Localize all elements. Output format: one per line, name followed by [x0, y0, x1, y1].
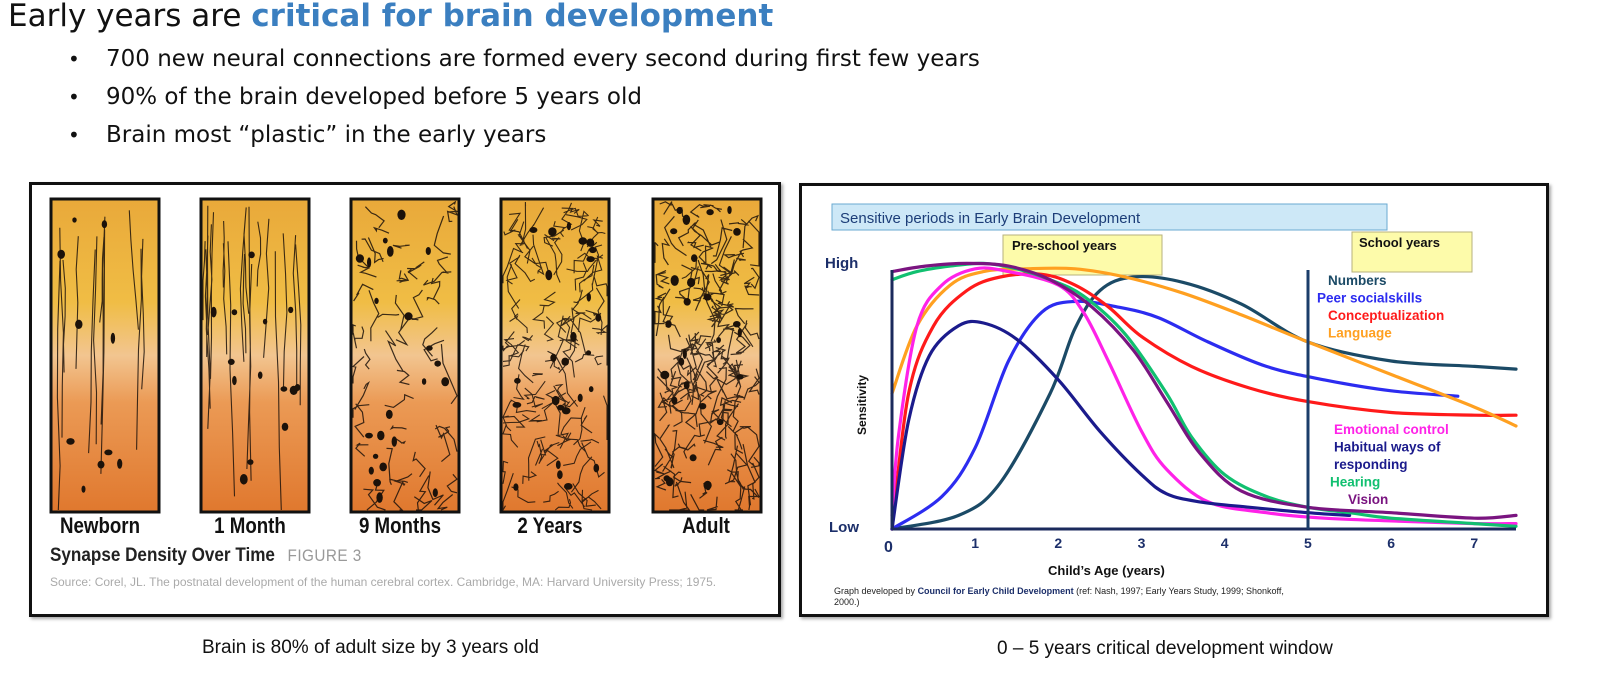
legend-entry: Numbers — [1328, 273, 1387, 288]
y-axis-label: Sensitivity — [855, 375, 869, 435]
legend-entry: responding — [1334, 457, 1408, 472]
series-line-peer-socialskills — [890, 299, 1460, 531]
chart-title-box — [831, 203, 1388, 231]
series-line-emotional-control — [890, 266, 1518, 526]
sensitivity-chart: Sensitive periods in Early Brain Develop… — [825, 203, 1518, 607]
legend-entry: Emotional control — [1334, 422, 1449, 437]
school-annotation-box — [1351, 231, 1473, 273]
x-tick-label: 7 — [1470, 535, 1478, 551]
legend-entry: Habitual ways of — [1334, 440, 1441, 455]
series-line-conceptualization — [890, 272, 1518, 531]
series-line-habitual-ways-of-responding — [890, 319, 1352, 531]
y-tick-high: High — [825, 255, 858, 272]
preschool-annotation: Pre-school years — [1012, 238, 1117, 253]
synapse-column — [499, 197, 611, 514]
title-highlight: critical for brain development — [251, 0, 774, 34]
school-annotation: School years — [1359, 235, 1440, 250]
legend-entry: Conceptualization — [1328, 308, 1444, 323]
x-tick-layer: 0 1 2 3 4 5 6 7 — [884, 535, 1478, 556]
synapse-subtitle: Synapse Density Over Time — [50, 545, 275, 566]
synapse-column — [651, 197, 763, 514]
x-tick-label: 2 — [1054, 535, 1062, 551]
synapse-figure-panel: Newborn 1 Month 9 Months 2 Years Adult S… — [29, 182, 781, 617]
legend-entry: Vision — [1348, 492, 1388, 507]
x-axis-label: Child’s Age (years) — [1048, 563, 1165, 578]
graph-credit: Graph developed by Council for Early Chi… — [834, 586, 1284, 596]
column-label-9-months: 9 Months — [358, 513, 442, 538]
column-label-newborn: Newborn — [59, 513, 141, 538]
x-tick-label: 4 — [1221, 535, 1229, 551]
x-tick-label: 5 — [1304, 535, 1312, 551]
series-line-vision — [890, 261, 1518, 520]
bullet-item: 90% of the brain developed before 5 year… — [68, 78, 980, 116]
synapse-column — [349, 197, 461, 514]
legend-top: Numbers Peer socialskills Conceptualizatio… — [1317, 273, 1444, 341]
synapse-title: Synapse Density Over Time FIGURE 3 — [50, 545, 362, 567]
source-citation: Source: Corel, JL. The postnatal develop… — [50, 575, 717, 589]
series-line-numbers — [890, 275, 1518, 531]
right-caption: 0 – 5 years critical development window — [997, 638, 1333, 659]
legend-entry: Peer socialskills — [1317, 291, 1422, 306]
column-label-2-years: 2 Years — [517, 513, 583, 538]
credit-prefix: Graph developed by — [834, 586, 918, 596]
x-tick-label: 1 — [971, 535, 979, 551]
x-tick-label: 3 — [1138, 535, 1146, 551]
x-tick-label: 6 — [1387, 535, 1395, 551]
synapse-illustration — [49, 197, 763, 514]
figure-label: FIGURE 3 — [287, 546, 362, 565]
synapse-column — [199, 197, 311, 514]
series-layer — [890, 261, 1518, 531]
bullet-item: 700 new neural connections are formed ev… — [68, 40, 980, 78]
column-label-1-month: 1 Month — [214, 513, 286, 538]
title-prefix: Early years are — [8, 0, 252, 34]
left-caption: Brain is 80% of adult size by 3 years ol… — [202, 637, 539, 658]
y-tick-low: Low — [829, 519, 859, 536]
x-tick-label: 0 — [884, 539, 893, 556]
credit-org: Council for Early Child Development — [918, 586, 1074, 596]
bullet-list: 700 new neural connections are formed ev… — [68, 40, 980, 154]
graph-credit-line2: 2000.) — [834, 597, 860, 607]
bullet-item: Brain most “plastic” in the early years — [68, 116, 980, 154]
legend-bottom: Emotional control Habitual ways of respond… — [1330, 422, 1449, 507]
credit-refs: (ref: Nash, 1997; Early Years Study, 199… — [1074, 586, 1284, 596]
legend-entry: Hearing — [1330, 475, 1380, 490]
legend-entry: Language — [1328, 326, 1392, 341]
sensitivity-chart-panel: Sensitive periods in Early Brain Develop… — [799, 183, 1549, 617]
series-line-language — [890, 266, 1518, 428]
chart-title: Sensitive periods in Early Brain Develop… — [840, 210, 1141, 227]
synapse-column — [49, 197, 161, 514]
page-title: Early years are critical for brain devel… — [8, 0, 773, 34]
column-label-adult: Adult — [682, 513, 730, 538]
